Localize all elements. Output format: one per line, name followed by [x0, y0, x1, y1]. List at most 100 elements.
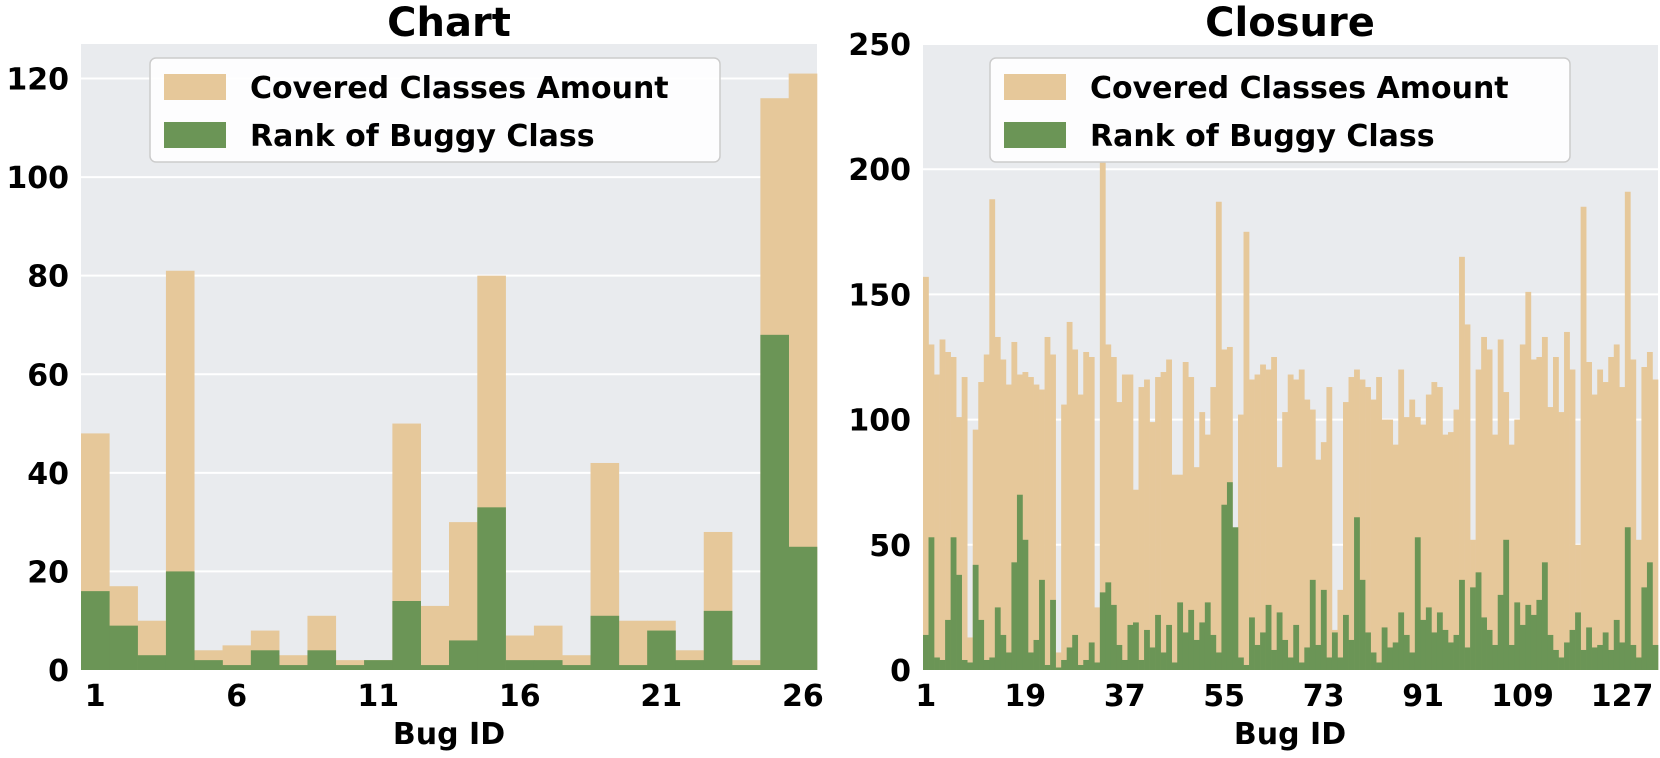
x-axis-label: Bug ID: [393, 717, 505, 752]
bar-covered-classes: [1558, 412, 1565, 670]
bar-rank-buggy-class: [477, 507, 506, 670]
bar-rank-buggy-class: [1381, 627, 1388, 670]
bar-rank-buggy-class: [647, 630, 676, 670]
bar-rank-buggy-class: [1547, 634, 1554, 670]
bar-rank-buggy-class: [703, 610, 733, 670]
chart-title: Chart: [387, 0, 511, 46]
bar-covered-classes: [1099, 161, 1106, 671]
bar-rank-buggy-class: [1077, 664, 1084, 670]
bar-covered-classes: [950, 357, 957, 670]
bar-covered-classes: [1613, 344, 1620, 670]
bar-covered-classes: [1028, 377, 1034, 670]
bar-covered-classes: [978, 382, 985, 670]
bar-rank-buggy-class: [1652, 644, 1659, 670]
bar-covered-classes: [1525, 291, 1532, 670]
bar-covered-classes: [1597, 369, 1604, 670]
bar-covered-classes: [1243, 231, 1250, 671]
y-tick-label: 0: [890, 654, 911, 689]
bar-covered-classes: [1304, 399, 1311, 670]
bar-covered-classes: [1315, 459, 1322, 670]
bar-covered-classes: [1050, 354, 1056, 670]
bar-rank-buggy-class: [788, 546, 818, 670]
bar-rank-buggy-class: [1448, 642, 1454, 670]
y-tick-label: 150: [848, 278, 911, 313]
y-tick-label: 200: [848, 153, 911, 188]
bar-covered-classes: [1630, 359, 1637, 670]
bar-rank-buggy-class: [1608, 649, 1615, 670]
bar-rank-buggy-class: [961, 659, 968, 670]
bar-covered-classes: [1403, 417, 1410, 670]
bar-rank-buggy-class: [1066, 647, 1073, 670]
bar-covered-classes: [1182, 362, 1189, 670]
bar-covered-classes: [1564, 331, 1570, 670]
bar-covered-classes: [956, 417, 962, 670]
bar-covered-classes: [1503, 392, 1510, 670]
bar-covered-classes: [1204, 434, 1211, 670]
bar-covered-classes: [1398, 369, 1405, 670]
bar-rank-buggy-class: [1354, 517, 1360, 670]
bar-covered-classes: [1547, 407, 1554, 670]
bar-rank-buggy-class: [1569, 629, 1576, 670]
legend-label: Rank of Buggy Class: [250, 119, 595, 154]
bar-covered-classes: [1392, 444, 1399, 670]
bar-covered-classes: [1149, 422, 1156, 670]
bar-rank-buggy-class: [533, 660, 563, 670]
bar-rank-buggy-class: [1359, 579, 1366, 670]
bar-rank-buggy-class: [950, 537, 957, 670]
bar-covered-classes: [1420, 424, 1427, 670]
legend-swatch: [164, 122, 226, 148]
bar-rank-buggy-class: [618, 665, 648, 670]
bar-rank-buggy-class: [1110, 604, 1117, 670]
bar-covered-classes: [1238, 414, 1244, 670]
bar-rank-buggy-class: [732, 665, 761, 670]
bar-rank-buggy-class: [1298, 662, 1305, 670]
x-tick-label: 6: [226, 679, 247, 714]
bar-rank-buggy-class: [335, 665, 365, 670]
bar-rank-buggy-class: [1199, 622, 1206, 670]
bar-covered-classes: [1138, 387, 1145, 670]
x-tick-label: 109: [1491, 679, 1554, 714]
bar-rank-buggy-class: [1602, 632, 1609, 670]
bar-rank-buggy-class: [1553, 649, 1559, 670]
bar-rank-buggy-class: [967, 662, 974, 670]
bar-rank-buggy-class: [449, 640, 478, 670]
bar-covered-classes: [1580, 206, 1587, 670]
bar-rank-buggy-class: [1083, 659, 1090, 670]
bar-rank-buggy-class: [1575, 612, 1581, 670]
bar-covered-classes: [1442, 434, 1449, 670]
bar-covered-classes: [1133, 489, 1139, 670]
bar-rank-buggy-class: [1133, 622, 1139, 670]
bar-rank-buggy-class: [1094, 662, 1101, 670]
bar-covered-classes: [1293, 379, 1300, 670]
legend-label: Covered Classes Amount: [250, 71, 669, 106]
bar-covered-classes: [1464, 324, 1471, 670]
bar-rank-buggy-class: [1149, 647, 1156, 670]
bar-rank-buggy-class: [1155, 614, 1161, 670]
bar-rank-buggy-class: [1453, 634, 1460, 670]
bar-rank-buggy-class: [1370, 652, 1377, 670]
bar-rank-buggy-class: [994, 607, 1001, 670]
bar-rank-buggy-class: [1619, 642, 1626, 670]
bar-rank-buggy-class: [1204, 602, 1211, 670]
bar-rank-buggy-class: [983, 659, 990, 670]
bar-covered-classes: [1271, 357, 1277, 670]
bar-covered-classes: [1348, 377, 1355, 670]
bar-covered-classes: [1320, 442, 1327, 670]
bar-covered-classes: [972, 429, 979, 670]
bar-rank-buggy-class: [1508, 644, 1515, 670]
bar-covered-classes: [1083, 351, 1090, 670]
bar-rank-buggy-class: [1055, 667, 1062, 670]
bar-rank-buggy-class: [222, 665, 252, 670]
bar-rank-buggy-class: [1392, 642, 1399, 670]
bar-rank-buggy-class: [1144, 629, 1150, 670]
bar-rank-buggy-class: [1376, 662, 1382, 670]
bar-rank-buggy-class: [1177, 602, 1184, 670]
bar-rank-buggy-class: [1105, 582, 1112, 670]
bar-rank-buggy-class: [1028, 652, 1034, 670]
x-tick-label: 1: [85, 679, 106, 714]
bar-covered-classes: [1337, 589, 1344, 670]
bar-covered-classes: [1039, 389, 1045, 670]
bar-rank-buggy-class: [1398, 612, 1405, 670]
bar-covered-classes: [1486, 349, 1493, 670]
